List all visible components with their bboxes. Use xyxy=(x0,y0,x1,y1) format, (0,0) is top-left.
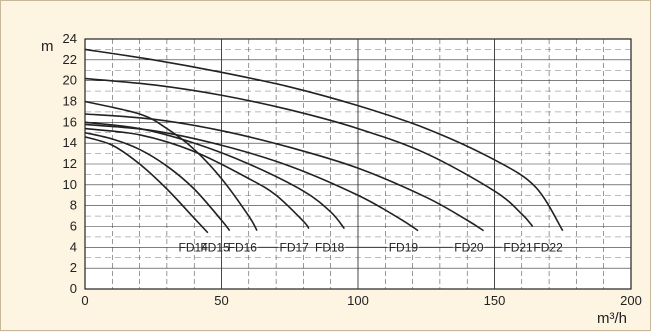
y-tick-label: 12 xyxy=(63,156,77,171)
x-tick-label: 150 xyxy=(484,293,506,308)
x-tick-label: 200 xyxy=(620,293,642,308)
x-tick-labels: 0 50 100 150 200 xyxy=(81,293,641,308)
curve-label-fd20: FD20 xyxy=(454,240,484,254)
y-tick-label: 4 xyxy=(70,239,77,254)
curve-label-fd17: FD17 xyxy=(280,240,310,254)
curve-label-fd19: FD19 xyxy=(389,240,419,254)
curve-fd16 xyxy=(84,100,258,232)
x-tick-label: 50 xyxy=(214,293,228,308)
x-tick-label: 0 xyxy=(81,293,88,308)
y-tick-label: 10 xyxy=(63,177,77,192)
curve-fd15 xyxy=(84,131,231,232)
curve-fd21 xyxy=(84,77,534,228)
y-tick-label: 6 xyxy=(70,219,77,234)
curve-label-fd21: FD21 xyxy=(503,240,533,254)
curve-fd14 xyxy=(84,136,209,234)
y-tick-label: 20 xyxy=(63,73,77,88)
y-tick-label: 22 xyxy=(63,52,77,67)
y-tick-label: 14 xyxy=(63,135,77,150)
y-tick-label: 2 xyxy=(70,260,77,275)
curve-fd17 xyxy=(84,127,310,230)
x-axis-label: m³/h xyxy=(597,310,627,327)
curve-label-fd16: FD16 xyxy=(228,240,258,254)
curve-fd19 xyxy=(84,123,419,232)
pump-curves xyxy=(84,48,564,234)
y-tick-label: 24 xyxy=(63,31,77,46)
y-tick-label: 0 xyxy=(70,281,77,296)
curve-fd22 xyxy=(84,48,564,232)
x-tick-label: 100 xyxy=(347,293,369,308)
curve-label-fd14: FD14 xyxy=(179,240,209,254)
curve-label-fd18: FD18 xyxy=(315,240,345,254)
curve-label-fd15: FD15 xyxy=(200,240,230,254)
curve-label-fd22: FD22 xyxy=(533,240,563,254)
curve-fd20 xyxy=(84,113,485,232)
y-tick-label: 18 xyxy=(63,94,77,109)
y-tick-label: 8 xyxy=(70,198,77,213)
major-gridlines xyxy=(85,39,631,289)
y-axis-label: m xyxy=(41,38,54,55)
y-tick-label: 16 xyxy=(63,114,77,129)
